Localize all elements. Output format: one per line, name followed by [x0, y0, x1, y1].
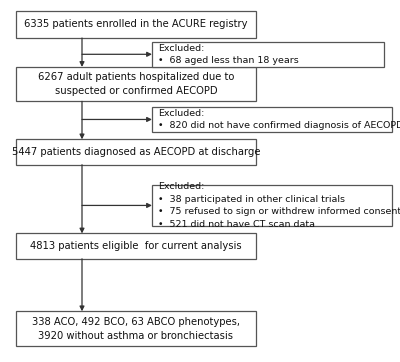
FancyBboxPatch shape	[16, 311, 256, 346]
Text: 338 ACO, 492 BCO, 63 ABCO phenotypes,
3920 without asthma or bronchiectasis: 338 ACO, 492 BCO, 63 ABCO phenotypes, 39…	[32, 316, 240, 341]
FancyBboxPatch shape	[152, 185, 392, 226]
Text: Excluded:
•  820 did not have confirmed diagnosis of AECOPD: Excluded: • 820 did not have confirmed d…	[158, 109, 400, 130]
Text: Excluded:
•  38 participated in other clinical trials
•  75 refused to sign or w: Excluded: • 38 participated in other cli…	[158, 182, 400, 229]
Text: 6267 adult patients hospitalized due to
suspected or confirmed AECOPD: 6267 adult patients hospitalized due to …	[38, 72, 234, 96]
Text: 6335 patients enrolled in the ACURE registry: 6335 patients enrolled in the ACURE regi…	[24, 20, 248, 29]
FancyBboxPatch shape	[16, 67, 256, 101]
FancyBboxPatch shape	[16, 139, 256, 165]
FancyBboxPatch shape	[152, 107, 392, 132]
Text: 5447 patients diagnosed as AECOPD at discharge: 5447 patients diagnosed as AECOPD at dis…	[12, 147, 260, 157]
FancyBboxPatch shape	[152, 42, 384, 67]
FancyBboxPatch shape	[16, 11, 256, 38]
Text: 4813 patients eligible  for current analysis: 4813 patients eligible for current analy…	[30, 241, 242, 251]
Text: Excluded:
•  68 aged less than 18 years: Excluded: • 68 aged less than 18 years	[158, 43, 299, 65]
FancyBboxPatch shape	[16, 233, 256, 259]
